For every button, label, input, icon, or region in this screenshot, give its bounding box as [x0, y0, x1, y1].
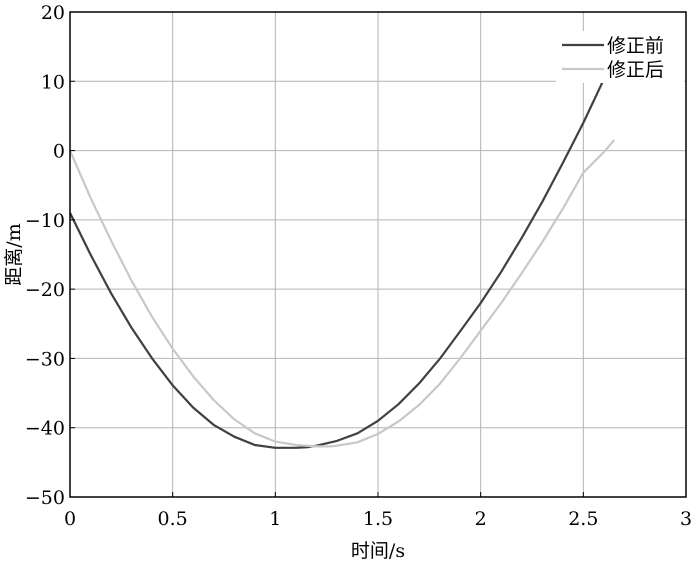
- y-tick-label: −50: [25, 487, 65, 509]
- y-tick-label: −40: [25, 418, 65, 440]
- x-tick-label: 0.5: [158, 508, 188, 530]
- legend-label-2: 修正后: [607, 59, 664, 81]
- x-axis-label: 时间/s: [351, 540, 405, 562]
- y-tick-label: 20: [41, 2, 65, 24]
- x-tick-label: 2: [475, 508, 487, 530]
- series-layer: [68, 59, 616, 449]
- ticks: 0 0.5 1 1.5 2 2.5 3 −50 −40 −30 −20 −10 0 10 20: [25, 2, 692, 530]
- y-axis-label: 距离/m: [3, 223, 25, 285]
- legend-label-1: 修正前: [607, 35, 664, 57]
- series-line-2: [68, 139, 615, 448]
- x-tick-label: 1: [269, 508, 281, 530]
- y-tick-label: −10: [25, 210, 65, 232]
- grid: [69, 11, 687, 498]
- x-tick-label: 2.5: [568, 508, 598, 530]
- x-tick-label: 1.5: [363, 508, 393, 530]
- y-tick-label: 0: [53, 141, 65, 163]
- series-line-1: [69, 59, 616, 449]
- x-tick-label: 0: [64, 508, 76, 530]
- y-tick-label: 10: [41, 71, 65, 93]
- y-tick-label: −30: [25, 348, 65, 370]
- y-tick-label: −20: [25, 279, 65, 301]
- x-tick-label: 3: [680, 508, 692, 530]
- legend-box: [556, 31, 684, 83]
